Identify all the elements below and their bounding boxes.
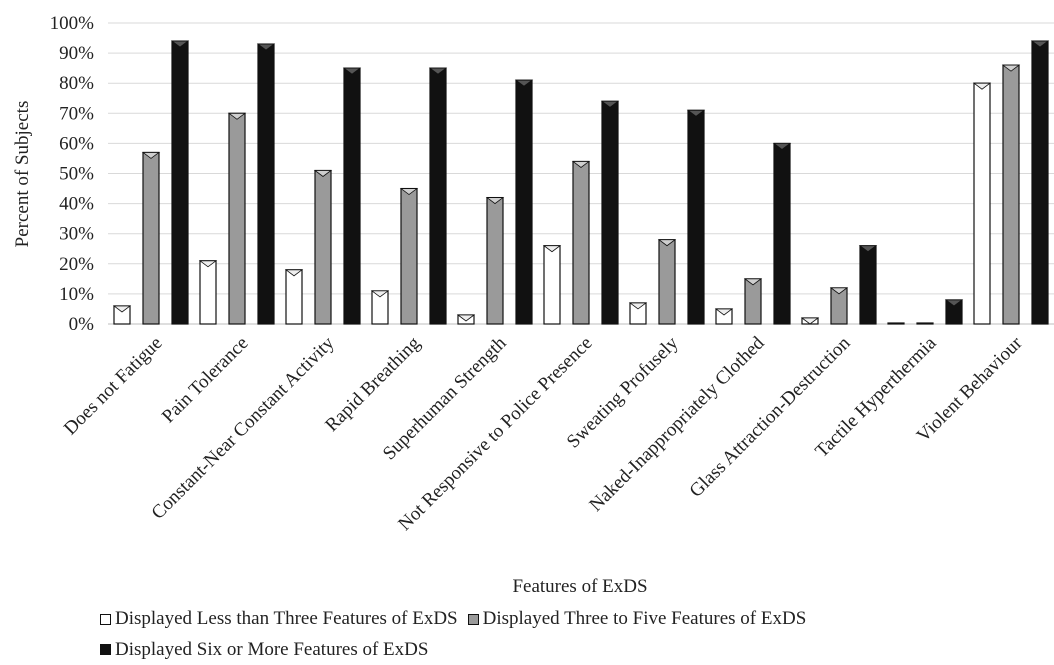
bar-cap <box>858 245 878 253</box>
x-tick-label: Naked-Inappropriately Clothed <box>585 332 768 515</box>
bar <box>486 196 504 325</box>
x-axis-title: Features of ExDS <box>512 576 647 597</box>
bar <box>572 160 590 325</box>
bar <box>1002 64 1020 325</box>
bar <box>687 109 705 325</box>
bar-cap <box>198 260 218 268</box>
bar-cap <box>714 308 734 316</box>
bar-cap <box>342 67 362 75</box>
bar <box>429 67 447 325</box>
bar <box>285 269 303 325</box>
bar-cap <box>743 278 763 286</box>
bar <box>142 151 160 325</box>
x-tick-label: Constant-Near Constant Activity <box>148 332 339 523</box>
y-tick-label: 10% <box>59 284 94 305</box>
y-tick-label: 20% <box>59 254 94 275</box>
y-tick-label: 70% <box>59 103 94 124</box>
legend-label: Displayed Less than Three Features of Ex… <box>115 608 458 629</box>
bar-cap <box>399 188 419 196</box>
bar-cap <box>428 67 448 75</box>
bar-cap <box>972 82 992 90</box>
legend-swatch <box>100 613 111 625</box>
bar <box>314 169 332 325</box>
y-tick-label: 100% <box>50 13 95 34</box>
bar <box>515 79 533 325</box>
bar-cap <box>1001 64 1021 72</box>
bar-cap <box>485 197 505 205</box>
legend-label: Displayed Three to Five Features of ExDS <box>482 608 807 629</box>
bar-cap <box>628 302 648 310</box>
legend-swatch <box>100 644 111 655</box>
bar-cap <box>112 305 132 313</box>
x-tick-label: Does not Fatigue <box>60 333 167 440</box>
bar <box>543 245 561 325</box>
bar <box>400 187 418 325</box>
legend-item: Displayed Less than Three Features of Ex… <box>100 604 458 634</box>
x-tick-label: Pain Tolerance <box>158 333 253 428</box>
bar <box>228 112 246 325</box>
legend-swatch <box>467 613 479 625</box>
y-tick-label: 40% <box>59 194 94 215</box>
bar-cap <box>542 245 562 253</box>
bar <box>199 260 217 325</box>
bar <box>171 40 189 325</box>
bar <box>916 322 934 325</box>
bar-cap <box>456 314 476 322</box>
legend-item: Displayed Six or More Features of ExDS <box>100 635 428 665</box>
legend-label: Displayed Six or More Features of ExDS <box>115 638 429 660</box>
bar-cap <box>284 269 304 277</box>
bar-cap <box>772 142 792 150</box>
bar <box>744 278 762 325</box>
bar <box>343 67 361 325</box>
legend: Displayed Less than Three Features of Ex… <box>100 604 1050 665</box>
y-tick-label: 30% <box>59 224 94 245</box>
bar-cap <box>141 152 161 159</box>
bar-cap <box>657 239 677 247</box>
bar <box>257 43 275 325</box>
legend-item: Displayed Three to Five Features of ExDS <box>467 604 807 634</box>
bar-cap <box>600 100 620 108</box>
bar <box>601 100 619 325</box>
bar-chart: Percent of Subjects Features of ExDS 0% 1… <box>12 13 1054 597</box>
bar <box>887 322 905 325</box>
bar <box>658 239 676 325</box>
bar <box>973 82 991 325</box>
y-tick-label: 80% <box>59 73 94 94</box>
bar-cap <box>170 40 190 48</box>
y-axis-title: Percent of Subjects <box>12 101 33 248</box>
bar-cap <box>370 290 390 298</box>
bar-cap <box>313 170 333 177</box>
y-tick-label: 90% <box>59 43 94 64</box>
y-tick-label: 0% <box>69 314 95 335</box>
x-tick-label: Glass Attraction-Destruction <box>686 332 855 501</box>
bar-cap <box>829 287 849 295</box>
bar-cap <box>571 161 591 168</box>
bar <box>773 142 791 325</box>
y-tick-label: 50% <box>59 164 94 185</box>
bar-cap <box>227 112 247 120</box>
bar <box>1031 40 1049 325</box>
bar-cap <box>686 109 706 117</box>
bar-cap <box>800 317 820 325</box>
y-tick-label: 60% <box>59 133 94 154</box>
bar-cap <box>514 79 534 87</box>
bar <box>859 245 877 325</box>
bar-cap <box>1030 40 1050 48</box>
bar-cap <box>256 43 276 51</box>
bar-cap <box>944 299 964 307</box>
